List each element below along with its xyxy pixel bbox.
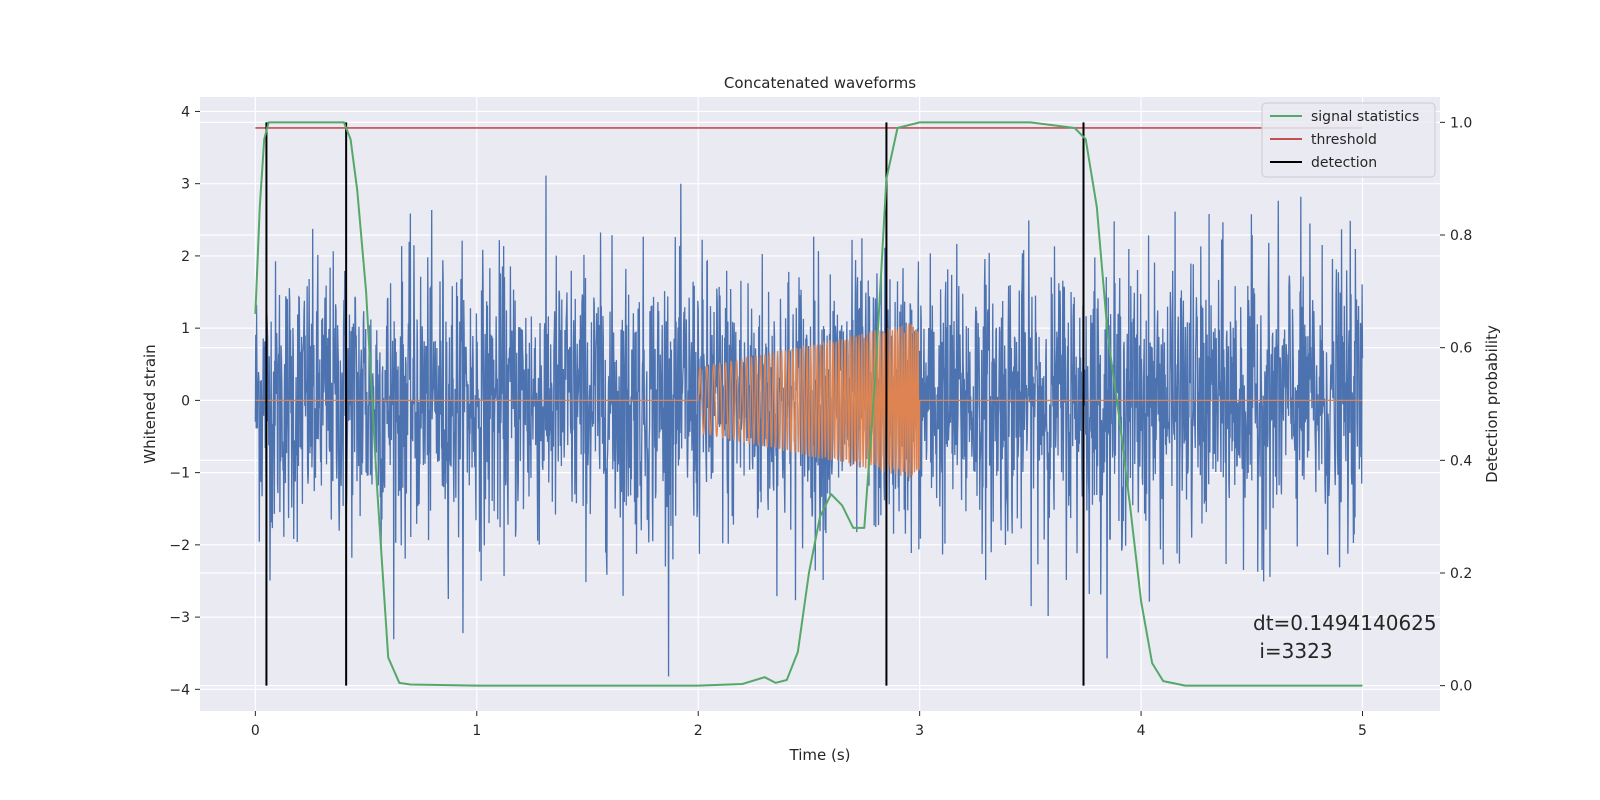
annotation-i: i=3323: [1253, 639, 1333, 663]
y2-axis-label: Detection probability: [1483, 325, 1501, 483]
y-tick-label: 1: [181, 321, 190, 337]
y-axis-label: Whitened strain: [141, 344, 159, 463]
y-tick-label: −2: [169, 538, 190, 554]
legend: signal statistics threshold detection: [1261, 102, 1436, 178]
series-strain-noise-line: [254, 175, 1364, 677]
x-tick-label: 2: [694, 723, 703, 739]
legend-box: [1261, 102, 1436, 178]
y2-tick-label: 0.0: [1450, 679, 1472, 695]
y-tick-label: 4: [181, 104, 190, 120]
axes: 0 1 2 3 4 5 −4 −3 −2 −1 0 1 2 3 4 0.0 0.2 0.4 0.6 0.8 1.0: [169, 104, 1472, 739]
y-tick-label: 2: [181, 249, 190, 265]
y-tick-label: 0: [181, 393, 190, 409]
legend-label-signal-statistics: signal statistics: [1311, 109, 1419, 125]
y2-tick-label: 0.2: [1450, 566, 1472, 582]
y-tick-label: −1: [169, 466, 190, 482]
y2-tick-label: 0.6: [1450, 341, 1472, 357]
x-tick-label: 4: [1137, 723, 1146, 739]
series-signal-statistics-line: [254, 121, 1363, 687]
x-axis-label: Time (s): [789, 746, 851, 764]
y-tick-label: 3: [181, 177, 190, 193]
y-tick-label: −3: [169, 610, 190, 626]
x-tick-label: 3: [915, 723, 924, 739]
plot-series: [254, 121, 1364, 687]
legend-label-detection: detection: [1311, 155, 1377, 171]
series-injected-chirp-line: [255, 323, 1363, 478]
y2-tick-label: 0.4: [1450, 453, 1472, 469]
annotation-dt: dt=0.1494140625: [1253, 611, 1437, 635]
x-tick-label: 1: [472, 723, 481, 739]
y2-tick-label: 1.0: [1450, 115, 1472, 131]
x-tick-label: 0: [251, 723, 260, 739]
y2-tick-label: 0.8: [1450, 228, 1472, 244]
legend-label-threshold: threshold: [1311, 132, 1377, 148]
y-tick-label: −4: [169, 682, 190, 698]
chart-title: Concatenated waveforms: [724, 74, 916, 92]
x-tick-label: 5: [1358, 723, 1367, 739]
